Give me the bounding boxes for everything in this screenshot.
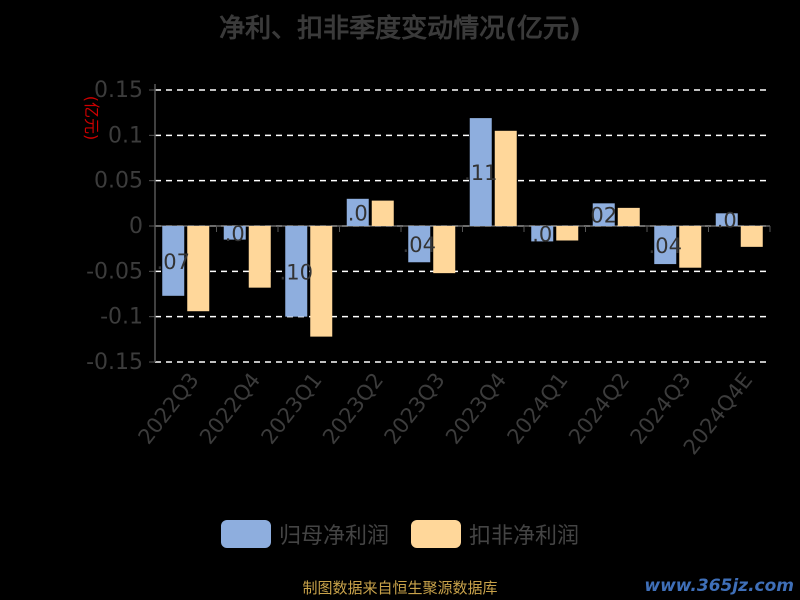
data-source-note: 制图数据来自恒生聚源数据库 [302,579,498,597]
bar-1-2023Q2 [346,198,369,226]
bar-1-2023Q1 [285,226,308,317]
bar-2-2023Q2 [371,200,394,226]
bar-1-2024Q1 [531,226,554,242]
bar-value-label: 02 [590,204,617,228]
legend-label: 归母净利润 [278,524,389,549]
y-tick-label: 0.05 [94,169,143,194]
bars [162,118,763,337]
y-tick-label: 0 [129,214,143,239]
x-tick-label: 2023Q3 [379,368,449,448]
x-tick-label: 2022Q4 [195,368,265,448]
y-tick-label: 0.15 [94,78,143,103]
bar-2-2023Q3 [433,226,456,274]
bar-1-2024Q2 [592,203,615,226]
bar-1-2024Q3 [654,226,677,265]
bar-value-label: .04 [649,234,682,258]
bar-value-label: .10 [280,260,313,284]
x-tick-label: 2024Q2 [564,368,634,448]
x-tick-label: 2024Q1 [502,368,572,448]
x-tick-labels: 2022Q32022Q42023Q12023Q22023Q32023Q42024… [133,368,757,459]
y-axis-label: (亿元) [82,96,101,141]
y-tick-label: -0.05 [86,259,143,284]
y-tick-label: 0.1 [108,123,143,148]
x-tick-label: 2022Q3 [133,368,203,448]
x-tick-label: 2023Q4 [441,368,511,448]
bar-2-2024Q3 [679,226,702,268]
bar-2-2023Q1 [310,226,333,337]
bar-1-2023Q4 [469,118,492,226]
x-tick-label: 2023Q2 [318,368,388,448]
bar-2-2022Q4 [248,226,271,288]
legend-item-series1[interactable]: 归母净利润 [220,518,389,550]
bar-1-2022Q4 [223,226,246,240]
bar-1-2024Q4E [715,213,738,226]
bar-value-label: .0 [717,209,737,233]
legend-label: 扣非净利润 [469,524,580,549]
x-tick-label: 2023Q1 [256,368,326,448]
y-tick-label: -0.1 [100,305,143,330]
bar-value-label: .0 [348,201,368,225]
bar-value-label: .0 [532,223,552,247]
y-tick-label: -0.15 [86,350,143,375]
bar-2-2022Q3 [187,226,210,312]
legend-swatch [411,520,461,548]
legend-item-series2[interactable]: 扣非净利润 [411,518,579,550]
bar-value-label: .07 [157,250,190,274]
bar-data-labels: .07 .0 .10 .0 .04 .11 .0 02 .04 .0 [157,161,737,284]
bar-2-2024Q1 [556,226,579,241]
bar-2-2024Q2 [617,207,640,226]
bar-1-2023Q3 [408,226,431,263]
bar-2-2023Q4 [494,130,517,226]
bar-value-label: .11 [464,161,497,185]
bar-2-2024Q4E [740,226,763,247]
chart-title: 净利、扣非季度变动情况(亿元) [219,14,581,44]
bar-1-2022Q3 [162,226,185,296]
legend-swatch [220,520,271,548]
bar-value-label: .04 [403,233,436,257]
legend: 归母净利润 扣非净利润 [0,518,800,550]
bar-value-label: .0 [225,222,245,246]
watermark: www.365jz.com [644,576,794,596]
y-tick-labels: 0.15 0.1 0.05 0 -0.05 -0.1 -0.15 [86,78,143,375]
